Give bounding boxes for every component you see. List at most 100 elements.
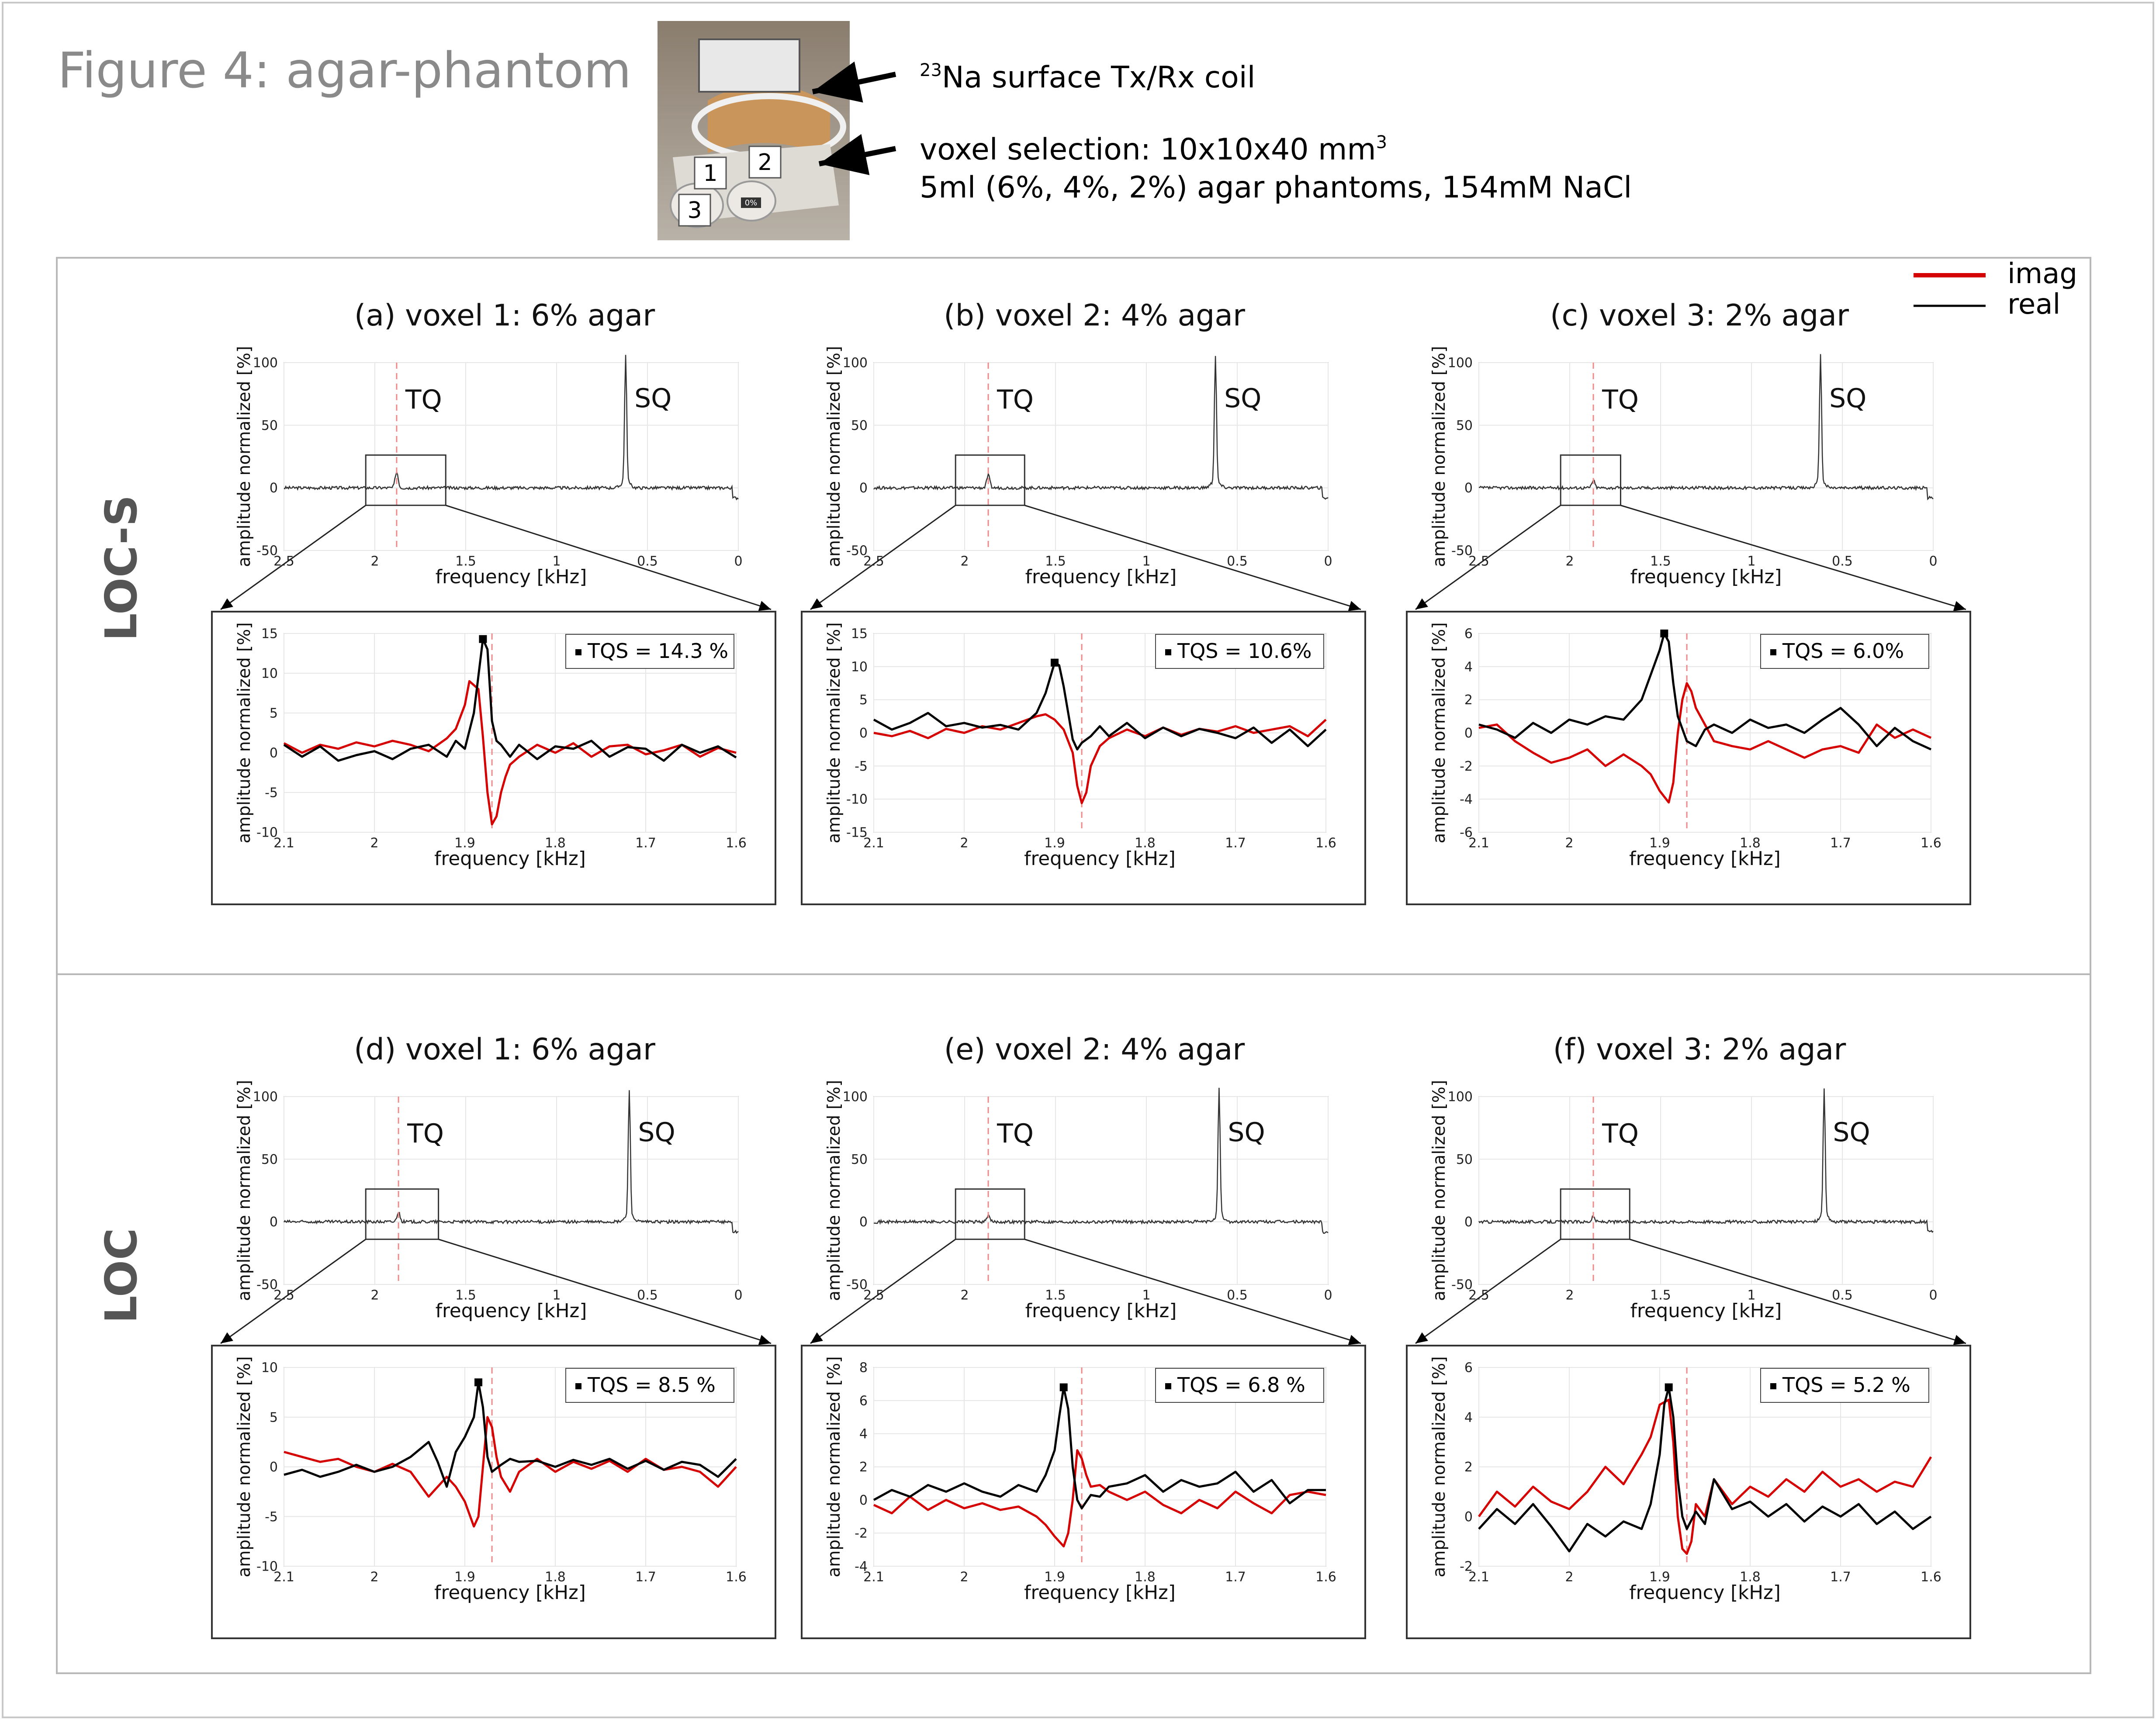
panel-e-tqs-peak-marker xyxy=(1059,1383,1068,1391)
panel-a-zoom-y-tick-4: -5 xyxy=(265,786,278,801)
voxel-label-sup: 3 xyxy=(1376,132,1387,152)
panel-b-overview-x-tick-2: 1.5 xyxy=(1045,554,1066,569)
panel-c-zoom-x-tick-2: 1.9 xyxy=(1649,836,1670,851)
panel-a-overview-x-tick-4: 0.5 xyxy=(637,554,658,569)
panel-e-title: (e) voxel 2: 4% agar xyxy=(944,1032,1245,1067)
panel-f-tqs-peak-marker xyxy=(1665,1383,1673,1391)
panel-a-series-imag xyxy=(283,680,737,826)
panel-b-overview-x-tick-3: 1 xyxy=(1142,554,1150,569)
panel-c-overview-x-label: frequency [kHz] xyxy=(1630,566,1782,588)
panel-f-overview-y-tick-3: -50 xyxy=(1451,1277,1473,1293)
panel-e-tqs-label: TQS = 6.8 % xyxy=(1177,1373,1305,1397)
panel-c-zoom-y-tick-5: -4 xyxy=(1460,792,1473,807)
panel-e-series-imag xyxy=(873,1449,1326,1547)
panel-e: (e) voxel 2: 4% agar 2.5 2 1.5 1 0.5 0 100 50 0 -5… xyxy=(801,1032,1366,1639)
panel-c-overview-y-tick-1: 50 xyxy=(1456,418,1473,433)
panel-f-series-real xyxy=(1478,1386,1932,1553)
panel-f-zoom-x-tick-4: 1.7 xyxy=(1830,1570,1851,1585)
panel-b-overview-y-tick-0: 100 xyxy=(843,356,868,371)
panel-a-overview-x-tick-3: 1 xyxy=(552,554,561,569)
panel-e-overview-y-label: amplitude normalized [%] xyxy=(824,1080,844,1301)
panel-b-tqs-box xyxy=(1155,634,1324,669)
panel-f-overview-x-tick-3: 1 xyxy=(1747,1288,1755,1303)
panel-f-overview-y-tick-2: 0 xyxy=(1464,1215,1473,1230)
panel-b-zoom-y-tick-6: -15 xyxy=(846,825,868,841)
panel-f-connector-right xyxy=(1629,1239,1966,1345)
panel-a-sq-label: SQ xyxy=(634,383,671,414)
panel-c-zoom-selection xyxy=(1560,454,1621,506)
panel-c-overview-x-tick-5: 0 xyxy=(1929,554,1937,569)
panel-f-zoom-y-tick-3: 0 xyxy=(1464,1509,1473,1525)
panel-c-sq-label: SQ xyxy=(1829,383,1866,414)
panel-f-overview-x-label: frequency [kHz] xyxy=(1630,1300,1782,1322)
panel-f-overview-x-tick-2: 1.5 xyxy=(1650,1288,1671,1303)
panel-f-overview-y-tick-0: 100 xyxy=(1448,1090,1473,1105)
panel-e-zoom-x-tick-3: 1.8 xyxy=(1135,1570,1156,1585)
panel-a-zoom-x-tick-0: 2.1 xyxy=(273,836,294,851)
panel-a-zoom-y-label: amplitude normalized [%] xyxy=(235,622,254,843)
loc-section-frame xyxy=(56,973,2091,1674)
panel-c-tq-label: TQ xyxy=(1602,384,1639,415)
panel-a-overview-x-tick-2: 1.5 xyxy=(455,554,476,569)
panel-e-overview-x-tick-5: 0 xyxy=(1324,1288,1332,1303)
panel-a-zoom-y-tick-5: -10 xyxy=(256,825,278,841)
panel-f-overview-x-tick-5: 0 xyxy=(1929,1288,1937,1303)
panel-a-overview-y-tick-0: 100 xyxy=(253,356,278,371)
panel-c-overview-x-tick-0: 2.5 xyxy=(1468,554,1489,569)
panel-f-series-imag xyxy=(1478,1398,1932,1555)
panel-d-zoom-y-tick-0: 10 xyxy=(261,1360,278,1376)
panel-f-zoom-y-tick-4: -2 xyxy=(1460,1559,1473,1575)
panel-a-zoom-y-tick-2: 5 xyxy=(270,706,278,721)
panel-e-overview-x-tick-1: 2 xyxy=(960,1288,969,1303)
panel-b-overview-x-tick-0: 2.5 xyxy=(863,554,884,569)
panel-b-zoom-x-tick-1: 2 xyxy=(960,836,968,851)
panel-c-series-imag xyxy=(1478,682,1932,804)
panel-b-overview-y-tick-1: 50 xyxy=(851,418,868,433)
panel-c-zoom-x-label: frequency [kHz] xyxy=(1629,848,1781,870)
panel-b-series-imag xyxy=(873,713,1327,804)
panel-e-zoom-y-tick-0: 8 xyxy=(859,1360,868,1376)
panel-c-overview-y-tick-0: 100 xyxy=(1448,356,1473,371)
panel-d-zoom-x-tick-1: 2 xyxy=(370,1570,378,1585)
panel-c-connector-right xyxy=(1620,505,1966,611)
panel-c-overview-y-tick-2: 0 xyxy=(1464,481,1473,496)
panel-c-zoom-y-tick-6: -6 xyxy=(1460,825,1473,841)
panel-f-tqs-label: TQS = 5.2 % xyxy=(1782,1373,1910,1397)
panel-e-overview-y-tick-0: 100 xyxy=(843,1090,868,1105)
panel-a-zoom-x-tick-2: 1.9 xyxy=(454,836,475,851)
panel-e-tqs-box xyxy=(1155,1368,1324,1403)
tube-number-2-box xyxy=(748,145,782,179)
panel-b-zoom-x-tick-3: 1.8 xyxy=(1135,836,1156,851)
coil-label: 23Na surface Tx/Rx coil xyxy=(920,60,1256,95)
panel-a-tqs-box xyxy=(565,634,734,669)
panel-a-overview-plot-area xyxy=(284,362,739,551)
panel-c-overview-y-tick-3: -50 xyxy=(1451,543,1473,559)
panel-e-zoom-y-tick-3: 2 xyxy=(859,1460,868,1475)
panel-f-sq-label: SQ xyxy=(1833,1117,1870,1148)
panel-e-zoom-y-tick-1: 6 xyxy=(859,1393,868,1409)
panel-a-overview-x-tick-0: 2.5 xyxy=(273,554,294,569)
panel-e-overview-x-tick-0: 2.5 xyxy=(863,1288,884,1303)
panel-e-overview-plot-area xyxy=(873,1096,1329,1285)
panel-f-overview-x-tick-1: 2 xyxy=(1565,1288,1574,1303)
panel-e-sq-label: SQ xyxy=(1228,1117,1265,1148)
panel-f-overview-x-tick-4: 0.5 xyxy=(1832,1288,1853,1303)
panel-a-zoom-x-tick-3: 1.8 xyxy=(545,836,566,851)
panel-d-zoom-x-tick-5: 1.6 xyxy=(726,1570,747,1585)
coil-bracket xyxy=(698,38,800,93)
panel-e-tq-label: TQ xyxy=(997,1118,1034,1149)
panel-e-zoom-y-tick-6: -4 xyxy=(855,1559,868,1575)
panel-c-title: (c) voxel 3: 2% agar xyxy=(1550,298,1849,333)
panel-b-zoom-x-tick-5: 1.6 xyxy=(1315,836,1336,851)
panel-b-overview-x-tick-4: 0.5 xyxy=(1227,554,1248,569)
panel-f-tqs-box-swatch xyxy=(1770,1383,1776,1389)
panel-e-overview-x-tick-3: 1 xyxy=(1142,1288,1150,1303)
panel-e-overview-x-label: frequency [kHz] xyxy=(1025,1300,1177,1322)
voxel-arrow xyxy=(818,134,896,175)
small-tube-label: 0% xyxy=(745,198,758,208)
panel-d-zoom-x-tick-3: 1.8 xyxy=(545,1570,566,1585)
panel-e-connector-right xyxy=(1024,1239,1361,1345)
panel-a-series-real xyxy=(283,638,737,762)
panel-a-zoom-y-tick-3: 0 xyxy=(270,746,278,761)
